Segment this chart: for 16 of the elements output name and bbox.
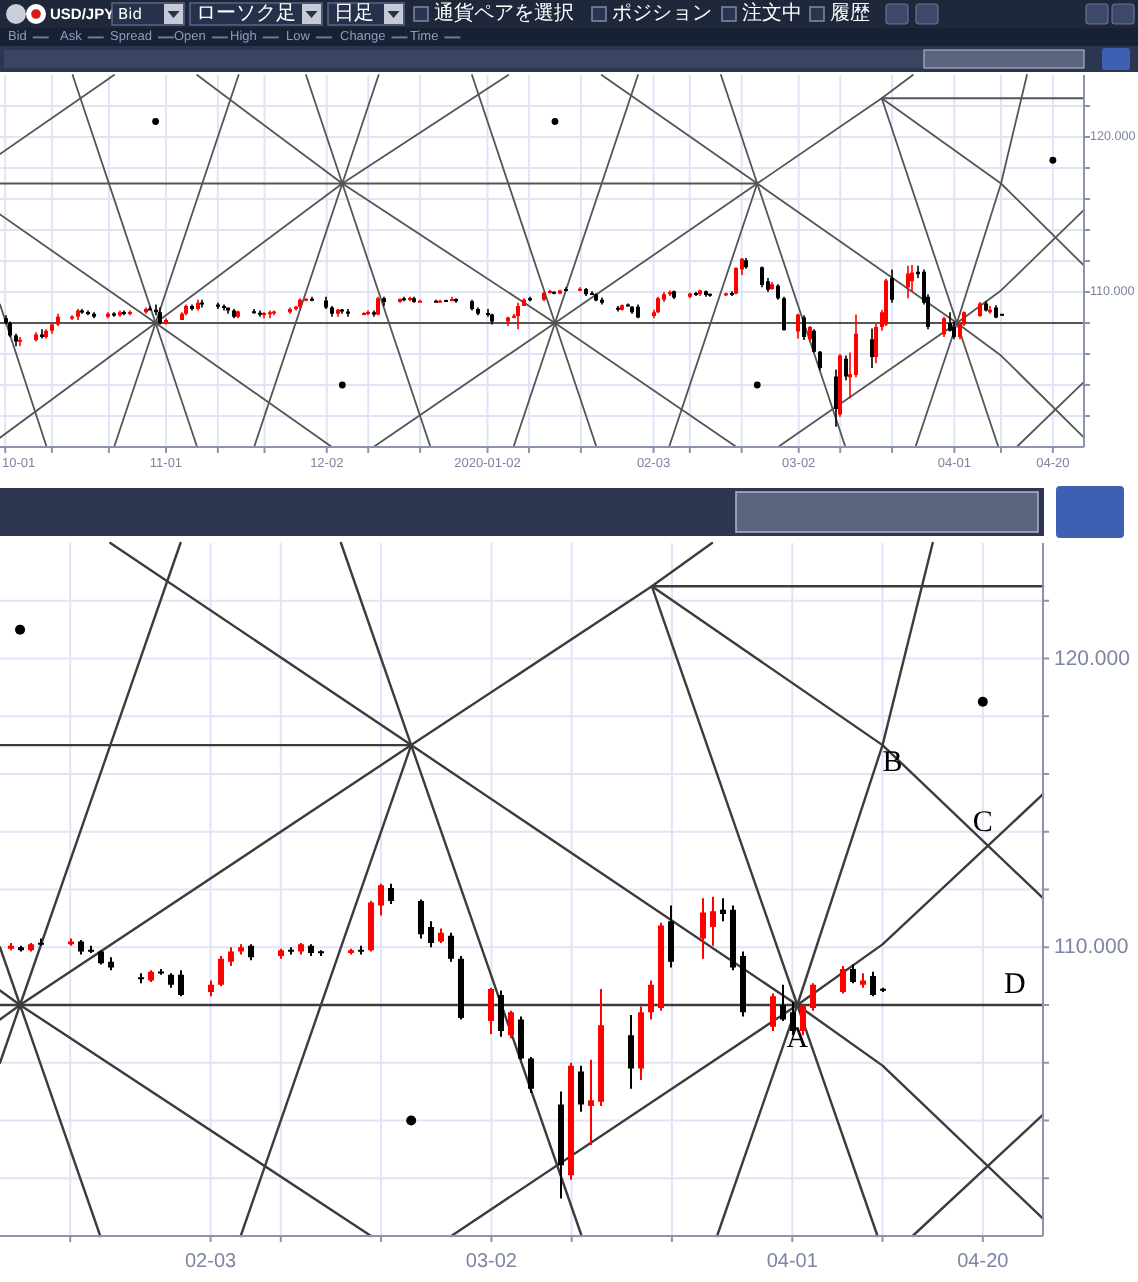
checkbox: ポジション [591, 3, 712, 26]
annotation: D [1004, 969, 1026, 1001]
tick-label: 04-01 [766, 1251, 818, 1273]
annotation: C [972, 807, 993, 840]
tick-label: 110.000 [1054, 935, 1129, 960]
tick-label: 03-02 [465, 1251, 517, 1273]
checkbox: 注文中 [721, 3, 802, 26]
dropdown: 日足 [327, 2, 405, 26]
tick-label: 04-20 [957, 1251, 1009, 1273]
annotation: B [882, 747, 903, 780]
tick-label: 120.000 [1054, 646, 1130, 671]
checkbox: 履歴 [809, 3, 870, 26]
tick-label: 02-03 [185, 1251, 237, 1273]
annotation: A [786, 1023, 809, 1055]
dropdown: ローソク足 [189, 2, 323, 26]
checkbox: 通貨ペアを選択 [413, 3, 574, 26]
